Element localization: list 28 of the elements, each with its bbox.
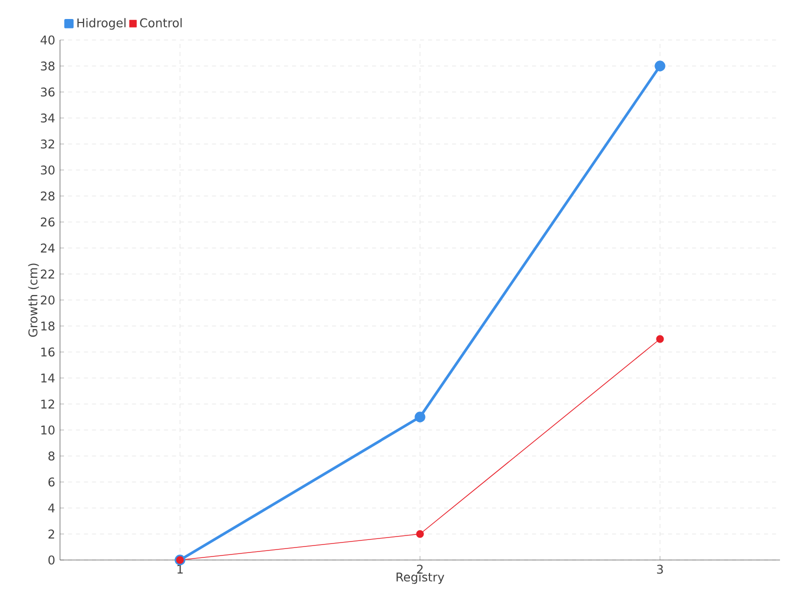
y-axis-title: Growth (cm) — [28, 264, 39, 337]
y-tick-label: 18 — [41, 321, 54, 331]
x-tick-label: 1 — [178, 564, 183, 574]
y-tick-label: 20 — [40, 295, 54, 305]
x-axis-title: Registry — [396, 572, 444, 584]
y-tick-label: 38 — [40, 61, 54, 71]
y-tick-label: 8 — [48, 451, 54, 461]
legend-label: Control — [140, 18, 182, 28]
y-tick-label: 4 — [48, 504, 55, 512]
y-tick-label: 24 — [40, 244, 55, 252]
y-tick-label: 22 — [40, 270, 54, 278]
y-tick-label: 10 — [41, 425, 54, 435]
y-tick-label: 32 — [40, 139, 54, 149]
y-tick-label: 2 — [48, 530, 54, 538]
y-tick-label: 6 — [48, 477, 55, 487]
x-tick-label: 3 — [657, 564, 663, 574]
y-tick-label: 26 — [40, 217, 55, 227]
y-tick-label: 12 — [41, 400, 54, 408]
legend-label: Hidrogel — [77, 18, 126, 30]
y-tick-label: 36 — [40, 87, 55, 97]
y-tick-label: 40 — [40, 35, 54, 45]
x-tick-label: 2 — [417, 564, 423, 574]
y-tick-label: 0 — [48, 555, 54, 565]
y-tick-label: 28 — [40, 191, 54, 201]
y-tick-label: 30 — [40, 165, 54, 175]
y-tick-label: 16 — [41, 347, 55, 357]
y-tick-label: 14 — [41, 374, 55, 382]
y-tick-label: 34 — [40, 113, 55, 123]
